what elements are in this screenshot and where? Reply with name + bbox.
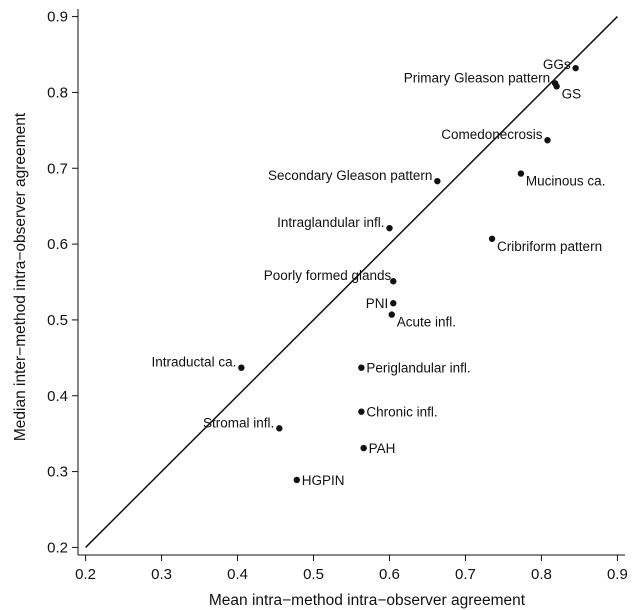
data-point: [238, 364, 245, 371]
x-tick-label: 0.8: [531, 566, 552, 583]
data-point: [553, 83, 560, 90]
y-axis-title: Median inter−method intra−observer agree…: [12, 112, 29, 441]
point-label: Intraductal ca.: [152, 355, 237, 370]
x-axis-ticks: 0.2 0.3 0.4 0.5 0.6 0.7 0.8 0.9: [75, 555, 628, 583]
x-tick-label: 0.4: [227, 566, 248, 583]
plot-frame: [77, 9, 625, 556]
data-point: [390, 300, 397, 307]
identity-line-group: [85, 16, 618, 548]
point-label: Intraglandular infl.: [277, 215, 384, 230]
y-axis-ticks: 0.2 0.3 0.4 0.5 0.6 0.7 0.8 0.9: [47, 9, 78, 556]
data-point: [517, 170, 525, 177]
data-point: [386, 224, 393, 232]
y-tick-label: 0.4: [47, 388, 68, 405]
data-point: [276, 425, 283, 432]
y-tick-label: 0.5: [47, 312, 68, 329]
y-tick-label: 0.6: [47, 236, 68, 253]
point-label: GGs: [543, 57, 571, 72]
point-label: HGPIN: [302, 473, 345, 488]
data-point: [358, 408, 365, 415]
y-tick-label: 0.8: [47, 84, 68, 101]
data-point: [293, 476, 300, 484]
point-label: Acute infl.: [397, 315, 456, 330]
data-point: [388, 311, 395, 318]
point-label: Stromal infl.: [203, 415, 274, 430]
y-tick-label: 0.3: [47, 464, 68, 481]
x-axis-title: Mean intra−method intra−observer agreeme…: [209, 592, 526, 609]
x-tick-label: 0.6: [379, 566, 400, 583]
point-label: Cribriform pattern: [497, 239, 602, 254]
data-point: [358, 364, 365, 371]
y-tick-label: 0.9: [47, 9, 68, 26]
identity-line: [85, 16, 618, 548]
point-label: Comedonecrosis: [441, 127, 543, 142]
data-point: [360, 444, 367, 452]
point-label: PAH: [369, 441, 396, 456]
point-label: Chronic infl.: [366, 405, 437, 420]
data-point: [390, 278, 397, 285]
data-point: [544, 136, 551, 144]
data-point: [488, 235, 496, 242]
point-label: Mucinous ca.: [526, 174, 606, 189]
y-tick-label: 0.2: [47, 539, 68, 556]
point-label: PNI: [366, 296, 389, 311]
point-label: Poorly formed glands: [264, 268, 392, 283]
data-point: [572, 64, 579, 72]
point-label: Primary Gleason pattern: [404, 70, 550, 85]
point-label: Secondary Gleason pattern: [268, 168, 432, 183]
x-tick-label: 0.7: [455, 566, 476, 583]
x-tick-label: 0.3: [151, 566, 172, 583]
x-tick-label: 0.5: [303, 566, 324, 583]
x-tick-label: 0.9: [607, 566, 628, 583]
y-tick-label: 0.7: [47, 160, 68, 177]
x-tick-label: 0.2: [75, 566, 96, 583]
point-label: GS: [562, 86, 582, 101]
point-label: Periglandular infl.: [366, 361, 470, 376]
data-point: [434, 177, 441, 185]
